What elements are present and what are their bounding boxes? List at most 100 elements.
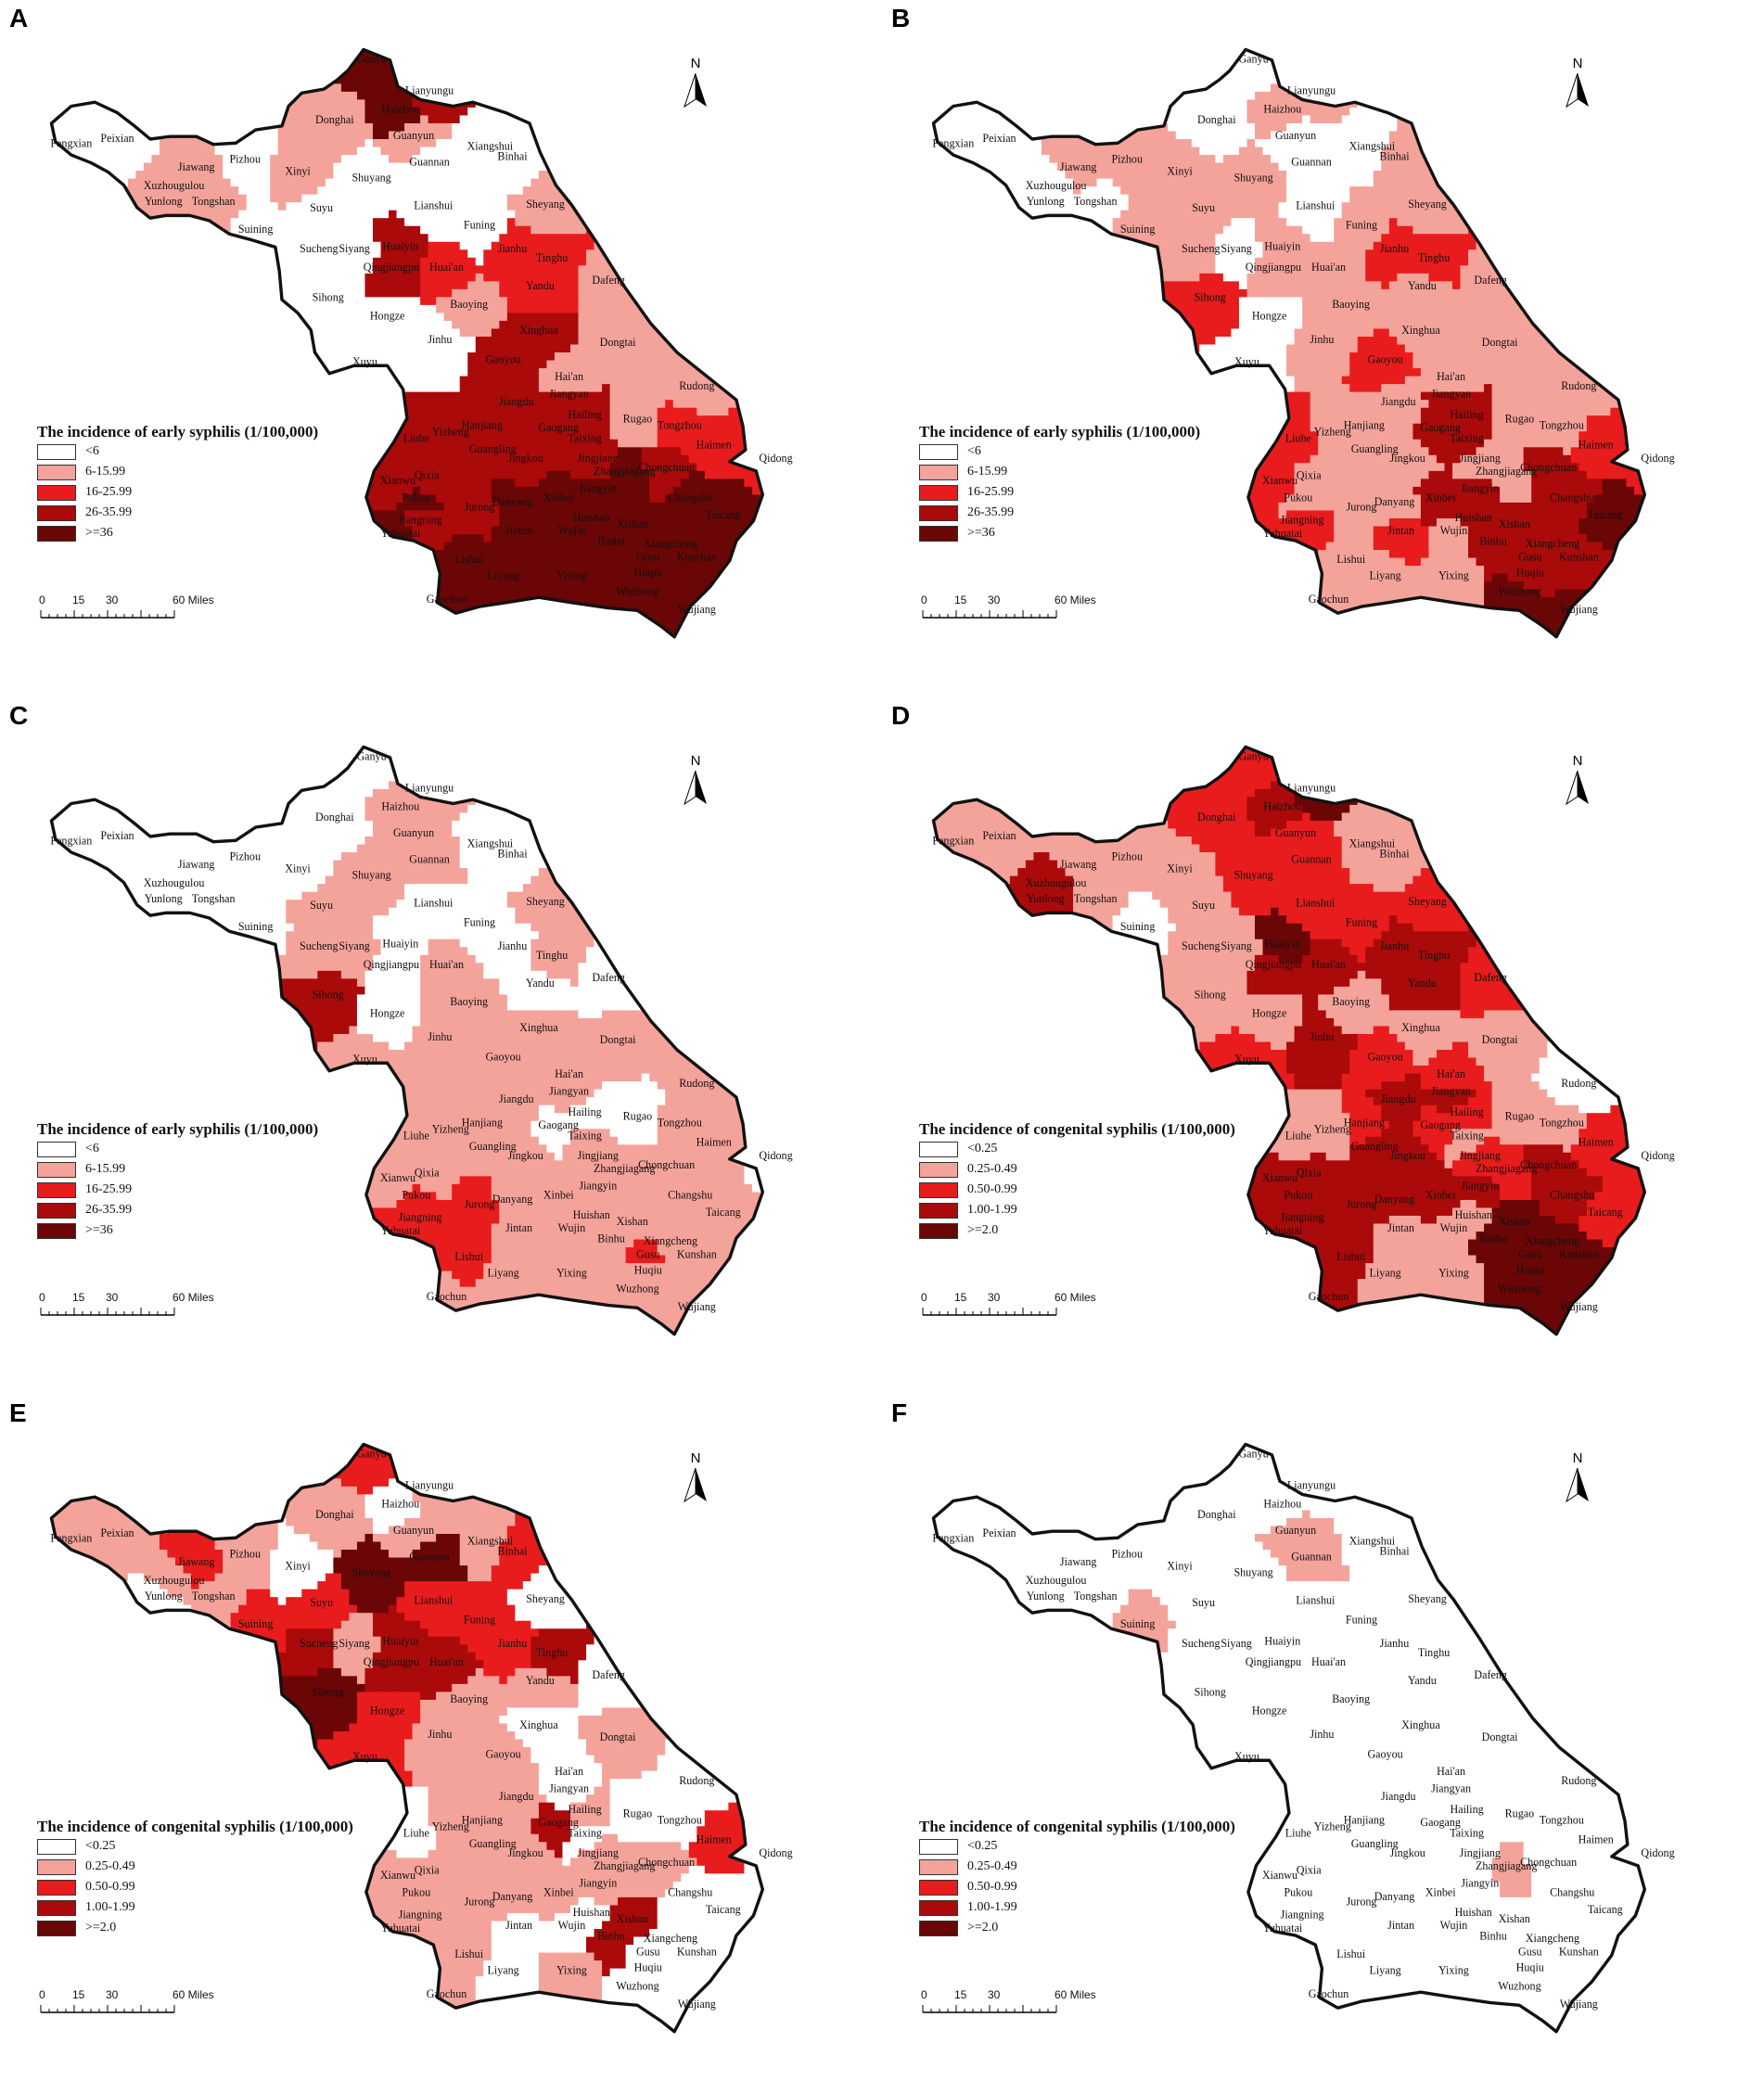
county-cell: [254, 407, 263, 417]
county-cell: [609, 288, 619, 299]
county-cell: [688, 391, 698, 402]
county-cell: [301, 147, 311, 156]
county-cell: [657, 313, 667, 322]
county-cell: [183, 171, 192, 180]
county-cell: [41, 313, 49, 321]
county-cell: [776, 179, 785, 187]
county-cell: [167, 328, 176, 338]
county-cell: [452, 68, 461, 77]
county-cell: [704, 439, 714, 449]
county-cell: [364, 304, 374, 314]
county-cell: [712, 225, 722, 236]
county-cell: [198, 376, 208, 385]
county-cell: [214, 400, 224, 409]
county-cell: [483, 241, 492, 251]
county-cell: [96, 304, 106, 314]
county-cell: [270, 360, 279, 369]
county-cell: [569, 360, 580, 369]
county-cell: [506, 376, 517, 385]
county-cell: [641, 234, 651, 243]
county-cell: [459, 423, 469, 433]
county-cell: [459, 384, 469, 393]
county-cell: [41, 297, 49, 305]
county-cell: [467, 328, 477, 338]
county-cell: [183, 360, 192, 369]
county-cell: [602, 304, 611, 314]
county-cell: [578, 75, 587, 85]
county-cell: [41, 163, 49, 172]
county-cell: [309, 202, 319, 211]
county-cell: [174, 68, 185, 77]
county-cell: [768, 139, 776, 147]
county-cell: [277, 265, 288, 275]
county-cell: [309, 400, 319, 409]
county-cell: [230, 304, 239, 314]
county-cell: [720, 337, 730, 346]
county-cell: [412, 281, 421, 290]
county-cell: [127, 304, 137, 314]
county-cell: [735, 225, 746, 236]
county-cell: [522, 344, 532, 353]
county-cell: [356, 257, 366, 267]
county-cell: [246, 344, 256, 353]
county-cell: [594, 337, 603, 346]
county-cell: [688, 115, 698, 124]
county-cell: [499, 52, 508, 61]
county-cell: [467, 352, 477, 362]
county-cell: [530, 407, 540, 417]
county-cell: [665, 91, 674, 101]
county-cell: [286, 75, 295, 85]
county-cell: [459, 178, 469, 187]
county-cell: [127, 313, 137, 322]
county-cell: [475, 171, 485, 180]
county-cell: [333, 288, 342, 299]
county-cell: [333, 344, 342, 353]
county-cell: [483, 147, 492, 156]
county-cell: [364, 218, 374, 227]
county-cell: [262, 68, 272, 77]
county-cell: [697, 162, 706, 172]
county-cell: [522, 360, 532, 369]
county-cell: [238, 352, 248, 362]
county-cell: [104, 304, 113, 314]
county-cell: [515, 234, 524, 243]
county-cell: [688, 155, 698, 164]
county-cell: [404, 202, 414, 211]
county-cell: [751, 241, 761, 251]
county-cell: [127, 225, 137, 236]
county-cell: [420, 210, 429, 220]
county-cell: [506, 337, 517, 346]
county-cell: [546, 297, 556, 306]
county-cell: [697, 431, 706, 441]
county-cell: [569, 320, 580, 330]
county-cell: [41, 368, 49, 377]
county-cell: [625, 59, 634, 70]
county-cell: [333, 83, 342, 93]
county-cell: [436, 225, 445, 236]
county-cell: [159, 115, 169, 124]
county-cell: [649, 431, 658, 441]
county-cell: [538, 225, 548, 236]
county-cell: [230, 202, 239, 211]
county-cell: [396, 249, 405, 259]
county-cell: [538, 360, 548, 369]
county-cell: [506, 249, 517, 259]
county-cell: [380, 328, 390, 338]
county-cell: [207, 400, 216, 409]
county-cell: [720, 178, 730, 187]
county-cell: [262, 234, 272, 243]
county-cell: [325, 376, 335, 385]
county-cell: [51, 313, 58, 322]
county-cell: [199, 36, 208, 45]
county-cell: [389, 281, 398, 290]
county-cell: [143, 171, 153, 180]
county-cell: [293, 391, 303, 402]
county-cell: [751, 139, 761, 148]
county-cell: [143, 83, 153, 93]
county-cell: [72, 320, 82, 330]
county-cell: [467, 83, 477, 93]
county-cell: [452, 344, 461, 353]
county-cell: [293, 122, 303, 133]
county-cell: [728, 59, 737, 70]
county-cell: [704, 225, 714, 236]
